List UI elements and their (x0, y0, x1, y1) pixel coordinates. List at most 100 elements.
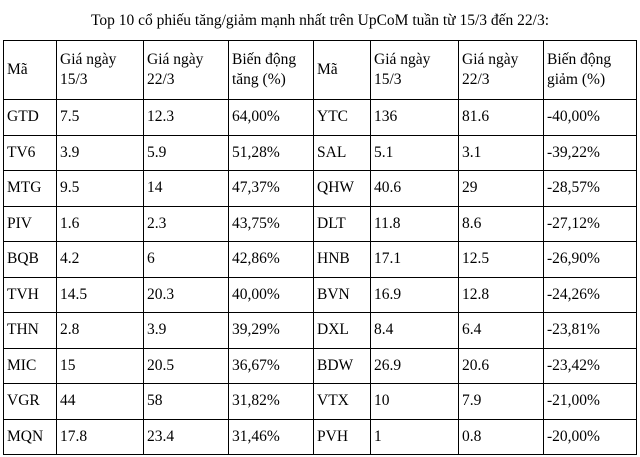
cell: 81.6 (458, 99, 544, 136)
cell: 6 (143, 241, 229, 278)
cell: 2.3 (143, 205, 229, 242)
header-cell: Mã (3, 40, 57, 100)
cell: 5.9 (143, 134, 229, 171)
cell: TV6 (3, 134, 57, 171)
table-row: BQB 4.2 6 42,86% HNB 17.1 12.5 -26,90% (3, 241, 637, 278)
cell: -23,81% (543, 312, 637, 349)
cell: 10 (370, 383, 459, 420)
cell: MIC (3, 347, 57, 384)
cell: YTC (313, 99, 371, 136)
cell: -28,57% (543, 170, 637, 207)
cell: PIV (3, 205, 57, 242)
cell: 3.9 (143, 312, 229, 349)
header-cell: Giá ngày 15/3 (370, 40, 459, 100)
cell: -23,42% (543, 347, 637, 384)
cell: 14 (143, 170, 229, 207)
cell: SAL (313, 134, 371, 171)
cell: 1 (370, 418, 459, 455)
cell: 136 (370, 99, 459, 136)
header-cell: Giá ngày 22/3 (143, 40, 229, 100)
cell: 17.8 (56, 418, 144, 455)
cell: BQB (3, 241, 57, 278)
cell: 15 (56, 347, 144, 384)
table-row: MTG 9.5 14 47,37% QHW 40.6 29 -28,57% (3, 170, 637, 207)
title: Top 10 cổ phiếu tăng/giảm mạnh nhất trên… (90, 12, 550, 29)
cell: VTX (313, 383, 371, 420)
header-cell: Giá ngày 15/3 (56, 40, 144, 100)
cell: 16.9 (370, 276, 459, 313)
cell: 8.4 (370, 312, 459, 349)
table-row: PIV 1.6 2.3 43,75% DLT 11.8 8.6 -27,12% (3, 205, 637, 242)
header-cell: Giá ngày 22/3 (458, 40, 544, 100)
cell: PVH (313, 418, 371, 455)
cell: BDW (313, 347, 371, 384)
cell: 6.4 (458, 312, 544, 349)
cell: 3.9 (56, 134, 144, 171)
cell: 0.8 (458, 418, 544, 455)
cell: 31,82% (228, 383, 314, 420)
cell: 40.6 (370, 170, 459, 207)
table-row: MQN 17.8 23.4 31,46% PVH 1 0.8 -20,00% (3, 418, 637, 455)
cell: 14.5 (56, 276, 144, 313)
cell: BVN (313, 276, 371, 313)
cell: TVH (3, 276, 57, 313)
cell: 47,37% (228, 170, 314, 207)
cell: 64,00% (228, 99, 314, 136)
header-row: Mã Giá ngày 15/3 Giá ngày 22/3 Biến động tă… (3, 40, 637, 100)
table-row: MIC 15 20.5 36,67% BDW 26.9 20.6 -23,42% (3, 347, 637, 384)
table-row: THN 2.8 3.9 39,29% DXL 8.4 6.4 -23,81% (3, 312, 637, 349)
cell: 7.9 (458, 383, 544, 420)
cell: 5.1 (370, 134, 459, 171)
cell: 1.6 (56, 205, 144, 242)
table-row: TVH 14.5 20.3 40,00% BVN 16.9 12.8 -24,26% (3, 276, 637, 313)
cell: 29 (458, 170, 544, 207)
header-cell: Mã (313, 40, 371, 100)
cell: 12.8 (458, 276, 544, 313)
table-row: GTD 7.5 12.3 64,00% YTC 136 81.6 -40,00% (3, 99, 637, 136)
cell: 20.6 (458, 347, 544, 384)
cell: -39,22% (543, 134, 637, 171)
cell: 4.2 (56, 241, 144, 278)
cell: -21,00% (543, 383, 637, 420)
cell: QHW (313, 170, 371, 207)
cell: 23.4 (143, 418, 229, 455)
cell: 44 (56, 383, 144, 420)
cell: 42,86% (228, 241, 314, 278)
cell: 8.6 (458, 205, 544, 242)
cell: 20.5 (143, 347, 229, 384)
cell: 51,28% (228, 134, 314, 171)
cell: -27,12% (543, 205, 637, 242)
cell: -26,90% (543, 241, 637, 278)
cell: 7.5 (56, 99, 144, 136)
cell: 43,75% (228, 205, 314, 242)
cell: MQN (3, 418, 57, 455)
cell: -20,00% (543, 418, 637, 455)
cell: 9.5 (56, 170, 144, 207)
cell: 12.3 (143, 99, 229, 136)
cell: 26.9 (370, 347, 459, 384)
cell: 40,00% (228, 276, 314, 313)
cell: 12.5 (458, 241, 544, 278)
cell: -40,00% (543, 99, 637, 136)
table: Mã Giá ngày 15/3 Giá ngày 22/3 Biến động tă… (3, 40, 637, 455)
cell: 2.8 (56, 312, 144, 349)
table-row: VGR 44 58 31,82% VTX 10 7.9 -21,00% (3, 383, 637, 420)
cell: -24,26% (543, 276, 637, 313)
header-cell: Biến động tăng (%) (228, 40, 314, 100)
cell: 20.3 (143, 276, 229, 313)
cell: MTG (3, 170, 57, 207)
cell: HNB (313, 241, 371, 278)
cell: THN (3, 312, 57, 349)
cell: 3.1 (458, 134, 544, 171)
cell: 36,67% (228, 347, 314, 384)
cell: GTD (3, 99, 57, 136)
cell: DXL (313, 312, 371, 349)
cell: 17.1 (370, 241, 459, 278)
cell: 39,29% (228, 312, 314, 349)
cell: DLT (313, 205, 371, 242)
cell: 11.8 (370, 205, 459, 242)
cell: 58 (143, 383, 229, 420)
table-row: TV6 3.9 5.9 51,28% SAL 5.1 3.1 -39,22% (3, 134, 637, 171)
cell: 31,46% (228, 418, 314, 455)
cell: VGR (3, 383, 57, 420)
